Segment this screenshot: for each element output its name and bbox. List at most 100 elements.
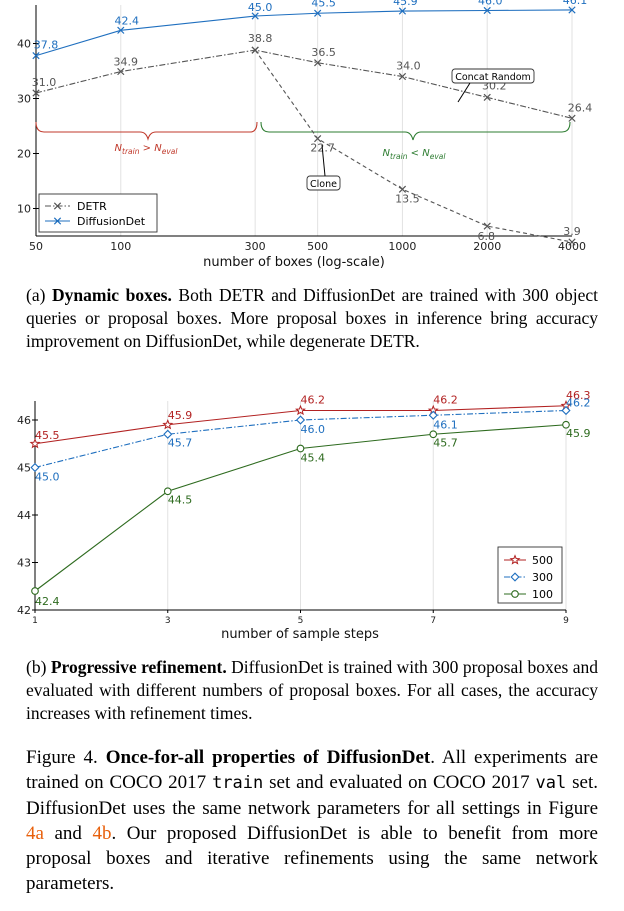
data-label: 42.4 <box>35 595 60 608</box>
data-label: 46.0 <box>301 423 326 436</box>
x-tick-label: 9 <box>563 616 569 626</box>
y-tick-label: 40 <box>17 38 31 51</box>
data-point <box>398 7 407 15</box>
val-split-code: val <box>535 773 567 793</box>
chart-b-progressive-refinement: 42 43 44 45 46 1 3 5 7 9 number of sample steps 45.… <box>17 389 591 642</box>
data-label: 6.8 <box>477 230 495 243</box>
data-point <box>31 587 39 595</box>
x-tick-label: 500 <box>307 240 328 253</box>
clone-label: Clone <box>310 179 337 190</box>
data-label: 46.1 <box>563 0 588 7</box>
x-tick-label: 4000 <box>558 240 586 253</box>
data-label: 45.4 <box>301 452 326 465</box>
data-label: 37.8 <box>34 39 59 52</box>
caption-a-text: Both DETR and DiffusionDet are trained w… <box>26 285 598 351</box>
train-split-code: train <box>212 773 264 793</box>
x-axis-label: number of boxes (log-scale) <box>203 255 385 270</box>
data-point <box>162 418 174 430</box>
legend-marker <box>53 217 62 225</box>
clone-box <box>306 175 341 191</box>
x-tick-label: 1 <box>32 616 38 626</box>
data-label: 45.5 <box>311 0 336 9</box>
concat-random-box <box>451 68 535 84</box>
data-point <box>483 6 491 15</box>
data-label: 45.9 <box>393 0 418 8</box>
data-point <box>30 462 40 473</box>
x-tick-label: 2000 <box>473 240 501 253</box>
figure-text-4: and <box>43 823 93 844</box>
x-tick-label: 3 <box>165 616 171 626</box>
data-point <box>251 12 259 20</box>
data-point <box>117 26 125 34</box>
figure-text-2: set and evaluated on COCO 2017 <box>263 772 536 793</box>
data-point <box>483 93 491 102</box>
caption-a-title: Dynamic boxes. <box>52 285 172 305</box>
figure-text-1: . All experiments are trained on COCO 20… <box>26 747 599 793</box>
concat-random-label: Concat Random <box>455 72 531 83</box>
y-tick-label: 42 <box>17 604 31 617</box>
data-point <box>398 72 407 81</box>
data-label: 46.3 <box>566 389 591 402</box>
data-label: 45.9 <box>168 409 193 422</box>
data-point <box>314 59 322 67</box>
data-point <box>429 430 438 439</box>
data-point <box>251 46 259 54</box>
legend-label: 500 <box>532 554 553 567</box>
legend-marker <box>510 572 520 582</box>
concat-random-arrow <box>457 82 471 103</box>
legend-label: DETR <box>77 200 107 213</box>
brace-train-gt-eval <box>35 121 258 141</box>
figure-ref-4a[interactable]: 4a <box>26 823 44 844</box>
data-point <box>483 222 491 230</box>
data-label: 45.5 <box>35 429 60 442</box>
data-point <box>568 238 576 246</box>
label-ntrain-gt-neval: Ntrain > Neval <box>115 143 179 156</box>
data-point <box>295 404 306 416</box>
data-label: 46.2 <box>566 397 591 410</box>
data-label: 34.0 <box>396 60 421 73</box>
caption-b: (b) Progressive refinement. DiffusionDet… <box>26 656 598 725</box>
x-tick-label: 5 <box>298 616 304 626</box>
data-label: 45.9 <box>566 427 591 440</box>
data-point <box>296 444 305 453</box>
data-point <box>398 185 407 193</box>
data-label: 44.5 <box>168 493 193 506</box>
caption-b-title: Progressive refinement. <box>50 657 227 677</box>
caption-b-text: DiffusionDet is trained with 300 proposa… <box>26 657 598 723</box>
x-tick-label: 300 <box>245 240 266 253</box>
data-label: 34.9 <box>114 56 139 69</box>
data-label: 31.0 <box>32 76 57 89</box>
x-tick-label: 100 <box>110 240 131 253</box>
legend-label: 300 <box>532 571 553 584</box>
data-label: 46.2 <box>433 394 458 407</box>
data-point <box>568 6 576 14</box>
data-label: 46.1 <box>433 418 458 431</box>
brace-train-lt-eval <box>260 121 571 141</box>
y-tick-label: 30 <box>17 93 31 106</box>
figure-title: Once-for-all properties of DiffusionDet <box>105 747 431 768</box>
figure-ref-4b[interactable]: 4b <box>92 823 112 844</box>
data-point <box>428 410 438 420</box>
data-label: 45.0 <box>248 1 273 14</box>
data-label: 45.7 <box>168 436 193 449</box>
legend-marker <box>511 590 519 598</box>
label-ntrain-lt-neval: Ntrain < Neval <box>383 148 447 161</box>
data-point <box>117 67 125 76</box>
caption-a: (a) Dynamic boxes. Both DETR and Diffusi… <box>26 284 598 353</box>
data-point <box>568 114 576 122</box>
x-axis-label: number of sample steps <box>221 627 379 642</box>
data-label: 45.0 <box>35 471 60 484</box>
data-label: 3.9 <box>563 225 581 238</box>
legend-label: 100 <box>532 588 553 601</box>
data-label: 46.2 <box>301 394 326 407</box>
data-point <box>314 135 322 143</box>
y-tick-label: 45 <box>17 462 31 475</box>
figure-label: Figure 4. <box>26 747 98 768</box>
legend-marker <box>53 202 62 210</box>
y-tick-label: 46 <box>17 414 31 427</box>
y-tick-label: 20 <box>17 148 31 161</box>
figure-caption: Figure 4. Once-for-all properties of Dif… <box>26 745 598 896</box>
x-tick-label: 1000 <box>388 240 416 253</box>
data-point <box>32 89 40 97</box>
y-tick-label: 10 <box>17 203 31 216</box>
